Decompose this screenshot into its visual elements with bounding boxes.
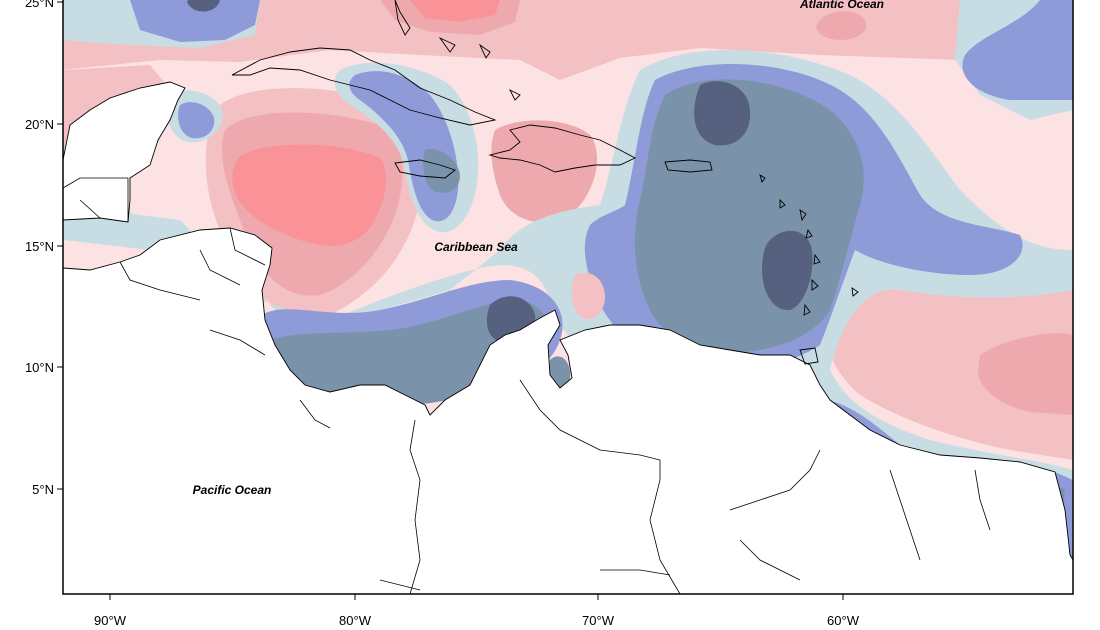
positive-region-atlantic-spot [816, 11, 867, 41]
lon-tick-label: 90°W [94, 613, 127, 628]
island-hispaniola [488, 124, 637, 173]
lon-tick-label: 70°W [582, 613, 615, 628]
latitude-ticks: 25°N 20°N 15°N 10°N 5°N [25, 0, 63, 497]
island-cuba [231, 47, 497, 126]
positive-region-east-atlantic [824, 259, 1073, 460]
lat-tick-label: 5°N [32, 482, 54, 497]
strong-negative-region-atlantic [694, 81, 751, 146]
land-yucatan [63, 81, 186, 223]
strong-negative-region-north [187, 0, 220, 12]
lat-tick-label: 15°N [25, 239, 54, 254]
pacific-ocean-label: Pacific Ocean [193, 483, 272, 497]
island-puerto-rico [664, 159, 713, 173]
moderate-negative-region-west [130, 0, 260, 42]
negative-region-cuba-east [423, 149, 460, 193]
strong-negative-region-lesser-antilles [762, 230, 813, 311]
lat-tick-label: 20°N [25, 117, 54, 132]
positive-region-hispaniola [491, 120, 598, 223]
pacific-region [63, 270, 420, 594]
island-bahamas [394, 0, 521, 101]
caribbean-sea-label: Caribbean Sea [434, 240, 518, 254]
moderate-negative-region-east-ridge [962, 0, 1073, 100]
lat-tick-label: 10°N [25, 360, 54, 375]
map-frame [62, 0, 1074, 595]
positive-region-central-caribbean-core [232, 144, 387, 246]
positive-region-bahamas-core [410, 0, 500, 22]
lon-tick-label: 60°W [827, 613, 860, 628]
positive-region-north [63, 0, 1045, 80]
lon-tick-label: 80°W [339, 613, 372, 628]
country-borders [63, 177, 991, 594]
lat-tick-label: 25°N [25, 0, 54, 10]
positive-region-venezuela-coast [571, 272, 605, 320]
island-trinidad [799, 347, 819, 365]
island-lesser-antilles [759, 174, 859, 316]
island-jamaica [394, 159, 456, 179]
longitude-ticks: 90°W 80°W 70°W 60°W [94, 594, 860, 628]
moderate-negative-region-yucatan [178, 102, 215, 139]
anomaly-field [63, 0, 1073, 594]
atlantic-ocean-label: Atlantic Ocean [799, 0, 884, 11]
positive-region-east-atlantic-core [978, 333, 1073, 415]
